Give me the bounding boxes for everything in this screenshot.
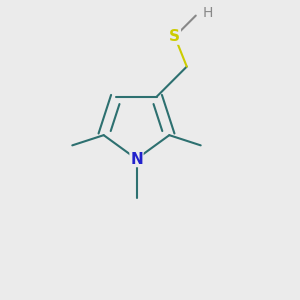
Text: S: S: [169, 29, 180, 44]
Text: N: N: [130, 152, 143, 166]
Text: H: H: [202, 6, 213, 20]
